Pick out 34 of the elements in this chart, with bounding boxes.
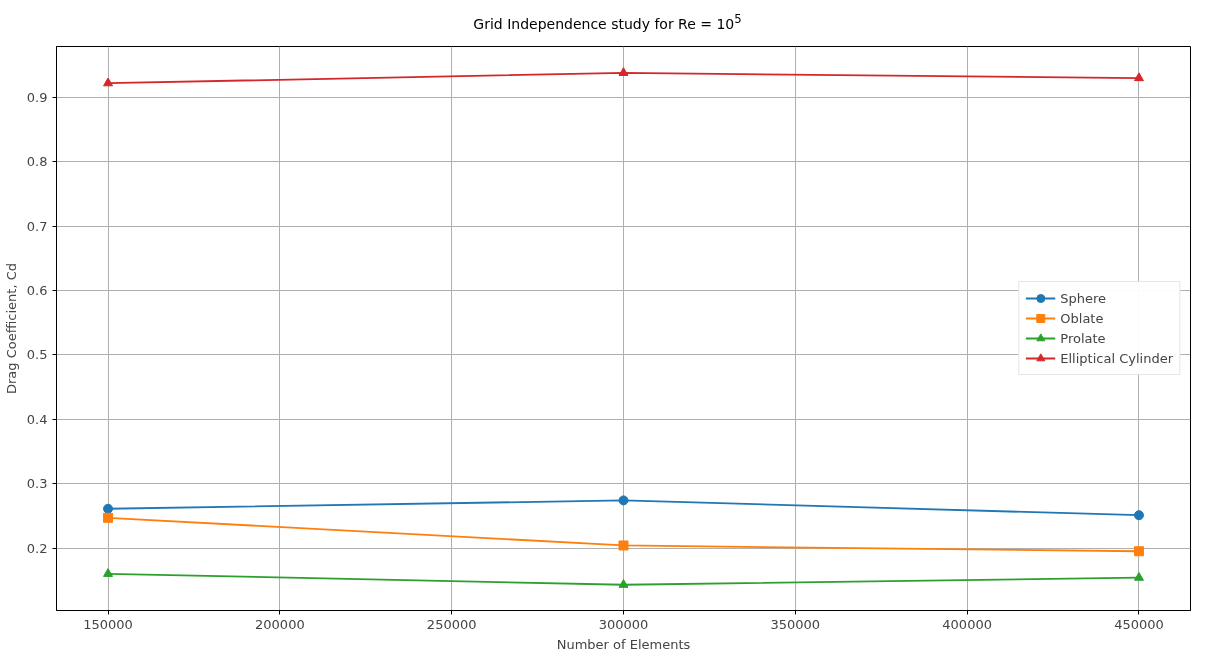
y-tick-label: 0.3 [26,476,48,492]
point [618,495,629,506]
x-tick-label: 450000 [1114,616,1164,632]
point [618,540,629,551]
point [1133,72,1144,82]
legend-label: Elliptical Cylinder [1060,350,1173,366]
chart-title: Grid Independence study for Re = 10$^{5}$ [473,11,742,34]
y-tick-label: 0.6 [26,283,48,299]
point [1133,546,1144,557]
point [1133,571,1144,581]
y-tick-label: 0.8 [26,154,48,170]
legend-label: Prolate [1060,330,1106,346]
legend-label: Sphere [1060,290,1107,306]
point [1133,510,1144,521]
y-tick-label: 0.4 [26,411,48,427]
y-tick-label: 0.9 [26,89,48,105]
x-tick-label: 200000 [255,616,305,632]
point [618,67,629,76]
y-tick-label: 0.2 [26,540,48,556]
y-tick-label: 0.5 [26,347,48,363]
x-tick-label: 150000 [83,616,133,632]
point [618,579,629,588]
point [103,568,114,577]
point [103,503,114,514]
x-tick-label: 350000 [770,616,821,632]
point [103,512,114,523]
y-axis-title: Drag Coefficient, Cd [3,263,19,394]
x-tick-label: 400000 [942,616,992,632]
x-tick-label: 250000 [426,616,477,632]
x-tick-label: 300000 [598,616,649,632]
x-axis-title: Number of Elements [556,636,691,652]
y-tick-label: 0.7 [26,218,48,234]
legend-label: Oblate [1060,310,1104,326]
point [103,77,114,87]
